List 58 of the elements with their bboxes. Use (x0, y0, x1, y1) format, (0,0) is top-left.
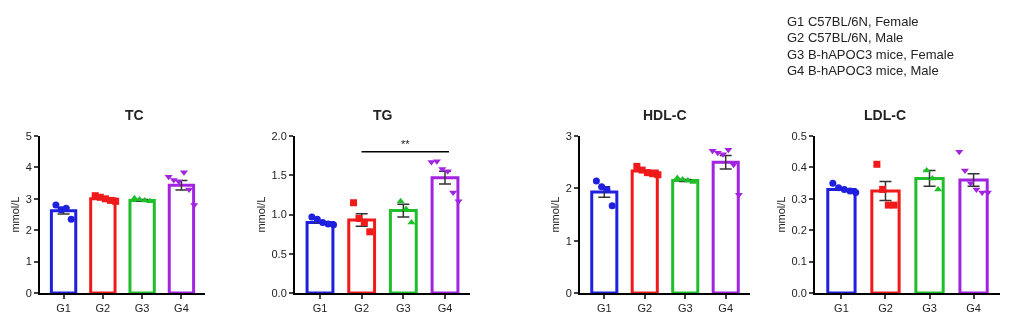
y-tick-label: 1 (25, 255, 32, 268)
bar (671, 179, 700, 294)
y-tick-label: 1 (565, 234, 572, 247)
chart-title: HDL-C (643, 107, 687, 123)
text: G3 B-hAPOC3 mice, Female (787, 47, 954, 62)
x-tick-label: G2 (354, 302, 370, 315)
x-tick-label: G1 (312, 302, 328, 315)
y-tick-label: 0.1 (791, 255, 807, 268)
y-tick-label: 4 (25, 161, 32, 174)
bar (388, 209, 418, 294)
y-axis-title: mmol/L (8, 196, 21, 233)
text: G2 C57BL/6N, Male (787, 30, 904, 45)
y-axis-title: mmol/L (774, 196, 787, 233)
bar (347, 218, 377, 294)
y-axis-title: mmol/L (548, 196, 561, 233)
x-tick-label: G4 (966, 302, 981, 315)
y-tick-label: 0.2 (791, 224, 807, 237)
chart-title: LDL-C (864, 107, 906, 123)
y-tick-label: 0.3 (791, 192, 807, 205)
y-tick-label: 1.0 (271, 208, 287, 221)
bar (870, 189, 901, 294)
x-tick-label: G4 (437, 302, 453, 315)
bar (914, 176, 945, 294)
bar (958, 178, 989, 294)
y-tick-label: 2 (565, 182, 572, 195)
x-tick-label: G2 (637, 302, 653, 315)
x-tick-label: G3 (922, 302, 937, 315)
chart-title: TG (373, 107, 393, 123)
x-tick-label: G1 (56, 302, 71, 315)
x-tick-label: G2 (878, 302, 893, 315)
y-tick-label: 2.0 (271, 129, 287, 142)
x-tick-label: G4 (174, 302, 189, 315)
x-tick-label: G2 (95, 302, 111, 315)
y-tick-label: 0.0 (791, 286, 807, 299)
y-tick-label: 2 (25, 224, 32, 237)
y-tick-label: 0.0 (271, 286, 287, 299)
y-tick-label: 1.5 (271, 169, 287, 182)
y-axis-title: mmol/L (254, 196, 267, 233)
y-tick-label: 3 (565, 129, 572, 142)
text: G1 C57BL/6N, Female (787, 14, 919, 29)
x-tick-label: G3 (395, 302, 411, 315)
y-tick-label: 0.4 (791, 161, 807, 174)
text: G4 B-hAPOC3 mice, Male (787, 63, 939, 78)
bar (128, 198, 156, 294)
y-tick-label: 0 (565, 286, 572, 299)
y-tick-label: 0.5 (791, 129, 807, 142)
x-tick-label: G3 (134, 302, 150, 315)
y-tick-label: 0 (25, 286, 32, 299)
y-tick-label: 3 (25, 192, 32, 205)
x-tick-label: G3 (677, 302, 693, 315)
x-tick-label: G4 (718, 302, 734, 315)
annotation: ** (401, 138, 411, 150)
x-tick-label: G1 (834, 302, 849, 315)
x-tick-label: G1 (596, 302, 612, 315)
y-tick-label: 0.5 (271, 247, 287, 260)
chart-title: TC (125, 107, 144, 123)
bar (711, 160, 740, 294)
y-tick-label: 5 (25, 129, 32, 142)
